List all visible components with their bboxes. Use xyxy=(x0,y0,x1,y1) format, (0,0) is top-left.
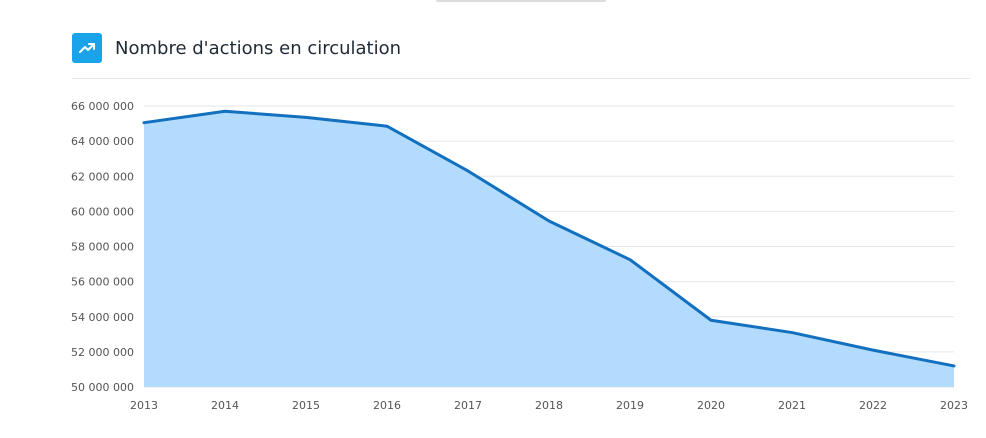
y-tick-label: 52 000 000 xyxy=(71,346,134,359)
x-tick-label: 2019 xyxy=(616,399,644,412)
header-divider xyxy=(72,78,970,79)
chart-header: Nombre d'actions en circulation xyxy=(72,32,401,64)
data-point xyxy=(142,121,146,125)
y-tick-label: 62 000 000 xyxy=(71,170,134,183)
y-tick-label: 54 000 000 xyxy=(71,311,134,324)
series-area xyxy=(144,111,954,388)
x-tick-label: 2016 xyxy=(373,399,401,412)
data-point xyxy=(709,318,713,322)
data-point xyxy=(547,219,551,223)
y-tick-label: 64 000 000 xyxy=(71,135,134,148)
x-tick-label: 2023 xyxy=(940,399,968,412)
y-tick-label: 66 000 000 xyxy=(71,100,134,113)
data-point xyxy=(223,109,227,113)
data-point xyxy=(790,331,794,335)
x-tick-label: 2018 xyxy=(535,399,563,412)
x-tick-label: 2021 xyxy=(778,399,806,412)
x-tick-label: 2014 xyxy=(211,399,239,412)
data-point xyxy=(628,258,632,262)
chart-title: Nombre d'actions en circulation xyxy=(115,37,402,59)
y-tick-label: 60 000 000 xyxy=(71,205,134,218)
y-tick-label: 58 000 000 xyxy=(71,241,134,254)
x-tick-label: 2020 xyxy=(697,399,725,412)
top-tab-handle xyxy=(436,0,606,2)
data-point xyxy=(952,364,956,368)
y-tick-label: 56 000 000 xyxy=(71,276,134,289)
x-tick-label: 2022 xyxy=(859,399,887,412)
x-tick-label: 2013 xyxy=(130,399,158,412)
data-point xyxy=(304,115,308,119)
data-point xyxy=(871,348,875,352)
data-point xyxy=(466,169,470,173)
trending-up-icon xyxy=(72,33,102,63)
x-tick-label: 2017 xyxy=(454,399,482,412)
x-tick-label: 2015 xyxy=(292,399,320,412)
data-point xyxy=(385,124,389,128)
series-line xyxy=(142,109,956,368)
y-tick-label: 50 000 000 xyxy=(71,381,134,394)
